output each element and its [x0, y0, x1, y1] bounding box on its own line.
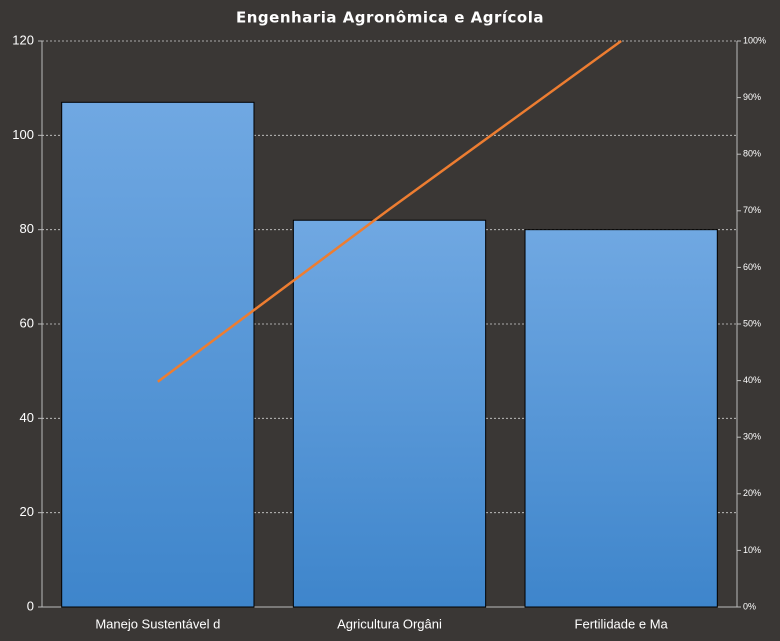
y2-tick-label: 60% [743, 262, 761, 272]
x-tick-label: Fertilidade e Ma [575, 616, 669, 631]
y2-tick-label: 30% [743, 432, 761, 442]
y-tick-label: 120 [12, 32, 34, 47]
chart-title: Engenharia Agronômica e Agrícola [236, 9, 544, 27]
y-tick-label: 40 [20, 410, 34, 425]
y2-tick-label: 50% [743, 318, 761, 328]
y2-tick-label: 20% [743, 488, 761, 498]
y-tick-label: 80 [20, 221, 34, 236]
bar [292, 219, 487, 608]
y2-tick-label: 70% [743, 205, 761, 215]
y2-tick-label: 80% [743, 149, 761, 159]
bar [61, 101, 255, 608]
bar [524, 229, 718, 608]
y-tick-label: 0 [27, 598, 34, 613]
y-tick-label: 60 [20, 315, 34, 330]
y-tick-label: 20 [20, 504, 34, 519]
cumulative-line [157, 39, 622, 383]
y2-tick-label: 10% [743, 545, 761, 555]
y2-tick-label: 0% [743, 601, 756, 611]
x-tick-label: Manejo Sustentável d [95, 616, 220, 631]
x-tick-label: Agricultura Orgâni [337, 616, 442, 631]
y2-tick-label: 100% [743, 35, 766, 45]
y-tick-label: 100 [12, 127, 34, 142]
y2-tick-label: 90% [743, 92, 761, 102]
y2-tick-label: 40% [743, 375, 761, 385]
